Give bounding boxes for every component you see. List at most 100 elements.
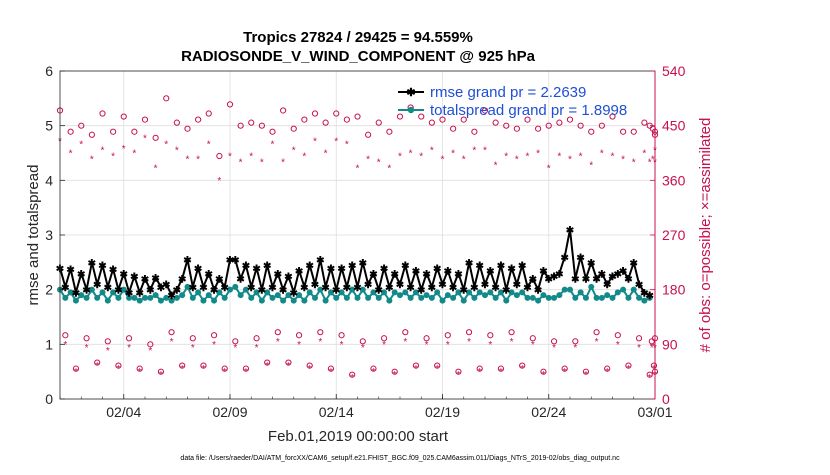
obs-possible-marker	[242, 365, 250, 372]
obs-possible-marker	[625, 362, 632, 369]
obs-possible-marker	[434, 362, 441, 369]
totalspread-point	[471, 294, 478, 301]
obs-possible-marker	[460, 116, 467, 123]
totalspread-point	[349, 286, 356, 293]
obs-assimilated-marker: *	[595, 337, 599, 348]
obs-possible-marker	[582, 368, 590, 375]
rmse-point: ✱	[571, 275, 580, 286]
rmse-point: ✱	[125, 288, 134, 299]
obs-possible-marker	[280, 107, 287, 114]
obs-possible-marker	[333, 110, 340, 117]
obs-possible-marker	[650, 362, 658, 369]
totalspread-point	[173, 294, 180, 301]
obs-assimilated-marker: *	[626, 364, 630, 375]
obs-possible-marker	[72, 365, 80, 372]
obs-possible-marker	[561, 365, 568, 372]
data-file-footer: data file: /Users/raeder/DAI/ATM_forcXX/…	[180, 455, 620, 462]
obs-assimilated-marker: *	[196, 155, 200, 166]
y-tick-label: 2	[45, 282, 53, 298]
obs-assimilated-marker: *	[159, 370, 163, 381]
rmse-point: ✱	[375, 286, 384, 297]
rmse-point: ✱	[189, 283, 198, 294]
obs-possible-marker	[163, 95, 170, 102]
totalspread-point	[104, 297, 111, 304]
rmse-point: ✱	[72, 288, 81, 299]
x-tick-label: 02/19	[425, 404, 460, 420]
rmse-point: ✱	[645, 291, 654, 302]
obs-possible-marker	[476, 365, 483, 372]
obs-possible-marker	[471, 128, 478, 135]
totalspread-point	[444, 292, 451, 299]
rmse-point: ✱	[396, 280, 405, 291]
totalspread-point	[524, 294, 531, 301]
obs-assimilated-marker: *	[557, 152, 561, 163]
obs-assimilated-marker: *	[621, 155, 625, 166]
obs-assimilated-marker: *	[648, 158, 652, 169]
rmse-point: ✱	[560, 253, 569, 264]
obs-possible-marker	[620, 128, 627, 135]
totalspread-point	[418, 294, 425, 301]
totalspread-point	[317, 286, 324, 293]
obs-markers: ******* ****** ************** *** *** * ******…	[56, 95, 659, 384]
obs-possible-marker	[195, 116, 202, 123]
rmse-point: ✱	[555, 269, 564, 280]
obs-possible-marker	[349, 371, 356, 378]
rmse-point: ✱	[300, 283, 309, 294]
rmse-point: ✱	[603, 280, 612, 291]
rmse-point: ✱	[109, 265, 118, 276]
totalspread-point	[83, 294, 90, 301]
obs-assimilated-marker: *	[90, 155, 94, 166]
obs-possible-marker	[614, 332, 621, 339]
rmse-point: ✱	[587, 258, 596, 269]
rmse-point: ✱	[364, 280, 373, 291]
rmse-point: ✱	[454, 269, 463, 280]
obs-assimilated-marker: *	[478, 367, 482, 378]
rmse-point: ✱	[433, 264, 442, 275]
obs-assimilated-marker: *	[366, 155, 370, 166]
obs-possible-marker	[200, 362, 207, 369]
rmse-point: ✱	[598, 269, 607, 280]
legend-spread-label: totalspread grand pr = 1.8998	[430, 102, 627, 119]
legend-rmse-label: rmse grand pr = 2.2639	[430, 84, 586, 101]
obs-possible-marker	[391, 368, 398, 375]
rmse-point: ✱	[359, 258, 368, 269]
totalspread-point	[88, 286, 95, 293]
obs-possible-marker	[609, 113, 616, 120]
obs-possible-marker	[412, 362, 420, 369]
totalspread-point	[561, 286, 568, 293]
x-axis-label: Feb.01,2019 00:00:00 start	[268, 428, 449, 445]
totalspread-point	[168, 297, 175, 304]
rmse-point: ✱	[566, 226, 575, 237]
totalspread-point	[434, 289, 441, 296]
obs-assimilated-marker: *	[201, 364, 205, 375]
obs-assimilated-marker: *	[451, 149, 455, 160]
totalspread-point	[99, 289, 106, 296]
totalspread-point	[312, 294, 318, 301]
obs-assimilated-marker: *	[371, 367, 375, 378]
totalspread-point	[72, 297, 79, 304]
rmse-point: ✱	[135, 288, 144, 299]
obs-assimilated-marker: *	[467, 337, 471, 348]
totalspread-point	[264, 289, 271, 296]
obs-assimilated-marker: *	[552, 343, 556, 354]
legend: ✱ rmse grand pr = 2.2639 totalspread gra…	[398, 84, 627, 119]
rmse-point: ✱	[449, 283, 458, 294]
obs-possible-marker	[269, 128, 276, 135]
rmse-point: ✱	[66, 265, 75, 276]
totalspread-point	[136, 297, 143, 304]
rmse-point: ✱	[343, 283, 352, 294]
totalspread-point	[62, 294, 69, 301]
obs-assimilated-marker: *	[648, 373, 652, 384]
obs-assimilated-marker: *	[504, 152, 508, 163]
rmse-point: ✱	[231, 256, 240, 267]
totalspread-point	[232, 283, 239, 290]
totalspread-point	[519, 289, 526, 296]
obs-assimilated-marker: *	[308, 364, 312, 375]
obs-assimilated-marker: *	[170, 337, 174, 348]
obs-possible-marker	[524, 116, 531, 123]
rmse-point: ✱	[284, 272, 293, 283]
obs-assimilated-marker: *	[249, 152, 253, 163]
totalspread-point	[407, 294, 414, 301]
totalspread-point	[551, 294, 558, 301]
rmse-point: ✱	[470, 283, 479, 294]
